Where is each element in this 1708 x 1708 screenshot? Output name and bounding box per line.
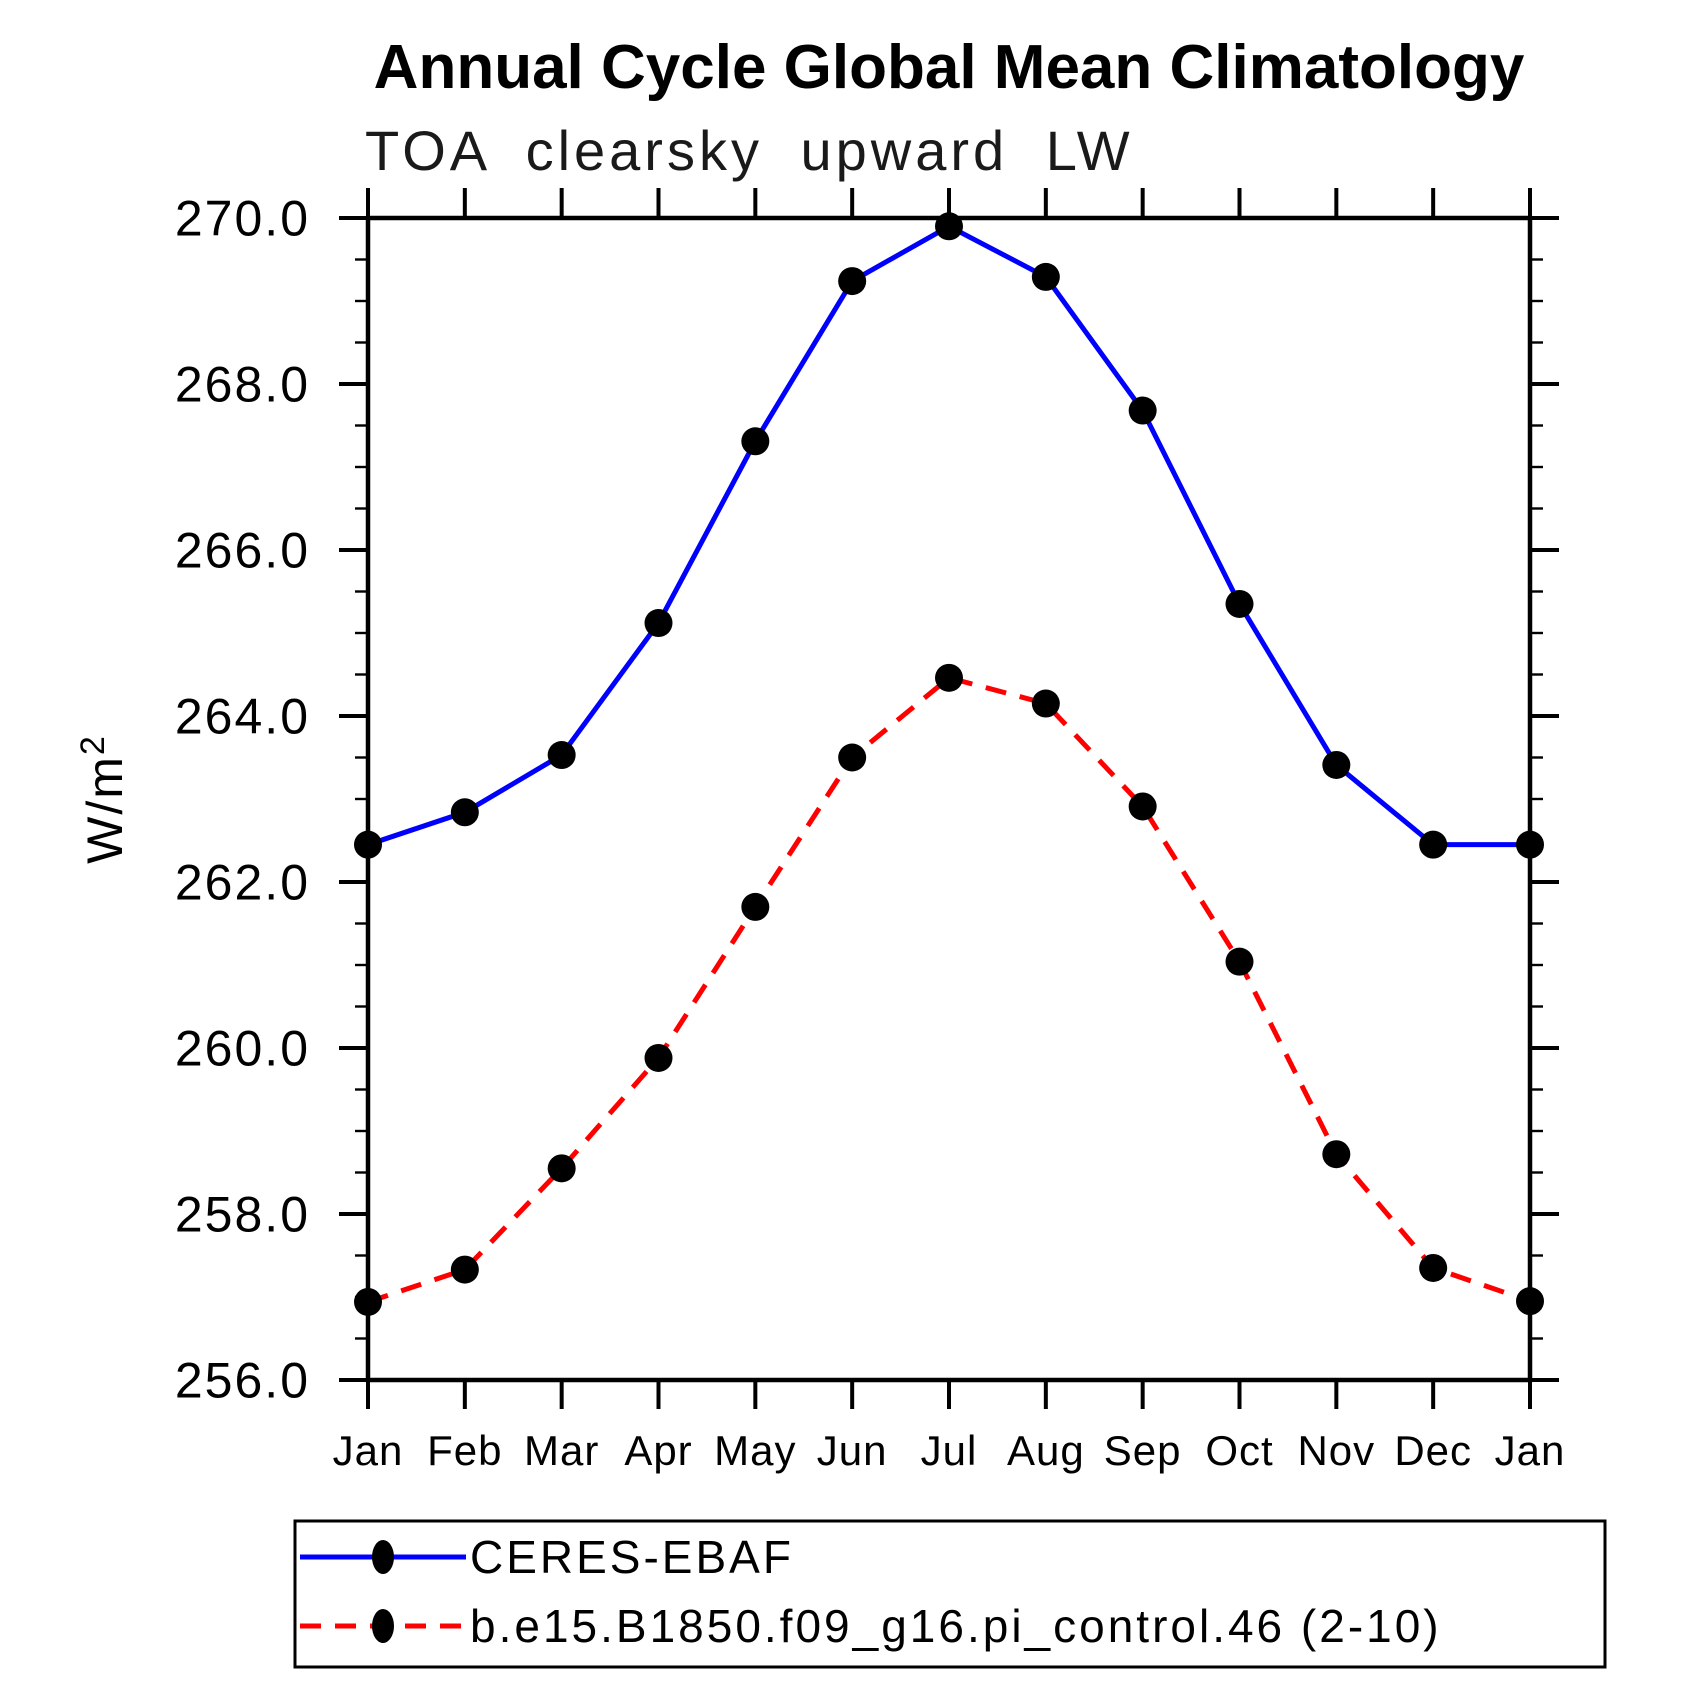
plot-area: 256.0 258.0 260.0 262.0 264.0 266.0 268.0 270.0… [175,188,1566,1474]
y-tick-label: 258.0 [175,1187,310,1243]
chart-title: Annual Cycle Global Mean Climatology [374,33,1525,102]
chart-subtitle: TOA clearsky upward LW [365,119,1134,182]
data-point [1225,947,1254,976]
data-point [354,1287,382,1316]
x-tick-label: Jan [1495,1427,1566,1474]
legend: CERES-EBAF b.e15.B1850.f09_g16.pi_contro… [293,1519,1607,1669]
data-point [935,212,963,241]
y-tick-label: 270.0 [175,191,310,247]
data-point [450,1255,479,1284]
x-tick-label: May [714,1427,796,1474]
x-tick-label: Jan [333,1427,404,1474]
data-point [1322,1140,1351,1169]
data-point [644,1043,673,1072]
data-point [1128,396,1157,425]
series-line-1 [367,675,1531,1305]
data-point [1419,830,1448,859]
data-point [1031,262,1060,291]
y-tick-label: 266.0 [175,523,310,579]
data-point [1128,792,1157,821]
data-point [935,663,963,692]
series-line-0 [367,223,1530,848]
data-point [1225,589,1254,618]
y-axis-label: W/m2 [74,734,133,864]
x-tick-label: Apr [624,1427,692,1474]
data-point [1419,1253,1448,1282]
x-tick-label: Aug [1007,1427,1085,1474]
data-point [838,267,867,296]
y-tick-label: 268.0 [175,357,310,413]
y-tick-label: 260.0 [175,1021,310,1077]
legend-marker-icon [372,1609,394,1643]
legend-label-model: b.e15.B1850.f09_g16.pi_control.46 (2-10) [470,1600,1442,1652]
data-point [547,1154,576,1183]
data-point [838,743,867,772]
data-point [741,427,770,456]
legend-label-ceres: CERES-EBAF [470,1531,794,1583]
legend-box [293,1519,1607,1669]
y-tick-label: 262.0 [175,855,310,911]
y-tick-label: 256.0 [175,1353,310,1409]
x-tick-label: Oct [1205,1427,1273,1474]
data-point [1516,1287,1544,1316]
data-point [644,609,673,638]
legend-marker-icon [372,1540,394,1574]
data-point [1516,830,1544,859]
data-point [547,741,576,770]
data-point [741,892,770,921]
data-point [1322,750,1351,779]
plot-box [365,215,1533,1383]
x-tick-label: Jul [921,1427,978,1474]
x-tick-label: Sep [1104,1427,1182,1474]
data-point [354,830,382,859]
x-tick-label: Mar [524,1427,599,1474]
y-axis-label-base: W/m [77,755,133,864]
y-axis-label-superscript: 2 [74,734,112,755]
data-point [450,798,479,827]
x-tick-label: Jun [817,1427,888,1474]
x-tick-label: Feb [427,1427,502,1474]
data-point [1031,689,1060,718]
y-tick-label: 264.0 [175,689,310,745]
x-tick-label: Nov [1297,1427,1375,1474]
x-tick-label: Dec [1394,1427,1472,1474]
